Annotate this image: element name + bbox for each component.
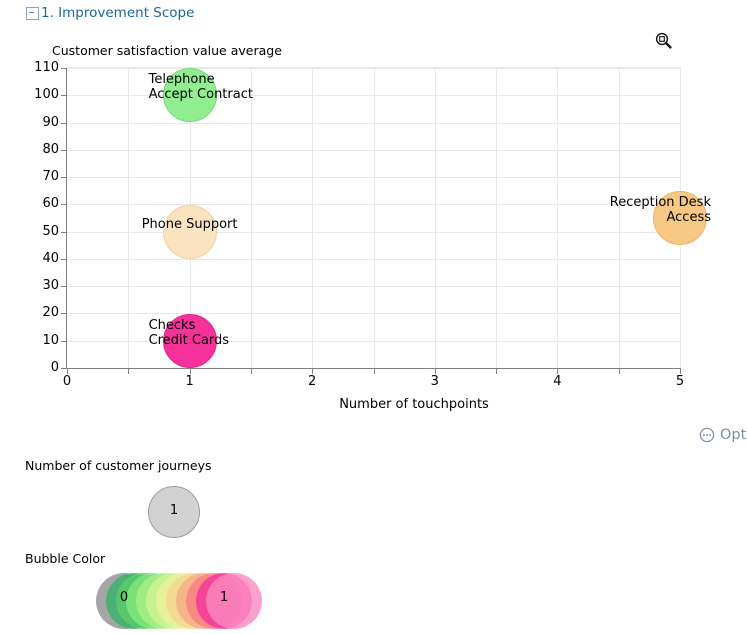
bubble-label: Phone Support xyxy=(141,216,238,232)
vertical-gridline xyxy=(250,68,252,368)
y-tick-label: 10 xyxy=(42,332,59,348)
x-axis-tick xyxy=(128,369,130,374)
bubble-label: Telephone Accept Contract xyxy=(148,72,253,103)
y-axis-tick xyxy=(61,122,66,124)
color-legend-min-label: 0 xyxy=(119,590,129,605)
y-tick-label: 30 xyxy=(42,278,59,294)
vertical-gridline xyxy=(312,68,314,368)
y-axis-tick xyxy=(61,258,66,260)
x-axis-tick xyxy=(189,369,191,374)
y-axis-tick xyxy=(61,340,66,342)
x-tick-label: 1 xyxy=(185,374,194,389)
chart-bubble[interactable] xyxy=(162,204,217,259)
y-tick-label: 40 xyxy=(42,250,59,266)
vertical-gridline xyxy=(373,68,375,368)
horizontal-gridline xyxy=(67,68,680,69)
vertical-gridline xyxy=(128,68,130,368)
x-axis-tick xyxy=(373,369,375,374)
y-axis-tick xyxy=(61,177,66,179)
ellipsis-circle-icon xyxy=(699,427,715,443)
x-axis-title: Number of touchpoints xyxy=(339,397,489,412)
chart-bubble[interactable] xyxy=(162,68,217,123)
size-legend-bubble: 1 xyxy=(148,486,200,538)
color-legend-title: Bubble Color xyxy=(25,551,106,566)
vertical-gridline xyxy=(618,68,620,368)
x-axis-tick xyxy=(67,369,68,374)
y-axis-tick xyxy=(61,368,66,369)
y-axis-tick xyxy=(61,204,66,206)
minus-glyph xyxy=(29,12,34,13)
x-axis-tick xyxy=(434,369,436,374)
chart-bubble[interactable] xyxy=(162,313,217,368)
y-tick-label: 50 xyxy=(42,223,59,239)
section-title[interactable]: 1. Improvement Scope xyxy=(41,5,195,21)
options-label: Opt xyxy=(720,427,747,443)
horizontal-gridline xyxy=(67,231,680,233)
y-tick-label: 0 xyxy=(50,360,59,375)
x-axis-tick xyxy=(250,369,252,374)
vertical-gridline xyxy=(557,68,559,368)
horizontal-gridline xyxy=(67,122,680,124)
horizontal-gridline xyxy=(67,313,680,315)
bubble-chart-plot-area: 0 1 2 3 4 5 0 10 20 30 40 50 60 70 80 90 100 110 Telephone… xyxy=(34,60,711,389)
x-axis-tick xyxy=(557,369,559,374)
bubble-label: Reception Desk Access xyxy=(609,195,711,225)
y-axis-tick xyxy=(61,286,66,288)
horizontal-gridline xyxy=(67,286,680,288)
y-axis-line xyxy=(66,68,67,369)
chart-title: Customer satisfaction value average xyxy=(52,43,282,58)
size-legend-title: Number of customer journeys xyxy=(25,458,212,473)
x-axis-tick xyxy=(680,369,681,374)
vertical-gridline xyxy=(496,68,498,368)
horizontal-gridline xyxy=(67,95,680,97)
color-legend-circle xyxy=(206,573,262,629)
y-tick-label: 100 xyxy=(34,87,59,103)
vertical-gridline xyxy=(434,68,436,368)
x-tick-label: 2 xyxy=(308,374,317,389)
options-button[interactable]: Opt xyxy=(699,427,746,443)
horizontal-gridline xyxy=(67,149,680,151)
y-tick-label: 70 xyxy=(42,169,59,185)
x-tick-label: 4 xyxy=(553,374,562,389)
x-tick-label: 3 xyxy=(430,374,439,389)
horizontal-gridline xyxy=(67,204,680,206)
y-axis-tick xyxy=(61,68,66,69)
y-axis-tick xyxy=(61,149,66,151)
size-legend-value: 1 xyxy=(169,503,179,518)
bubble-label: Checks Credit Cards xyxy=(148,317,230,348)
chart-bubble[interactable] xyxy=(653,191,707,245)
y-tick-label: 80 xyxy=(42,141,59,157)
y-tick-label: 60 xyxy=(42,196,59,212)
x-axis-tick xyxy=(618,369,620,374)
y-tick-label: 110 xyxy=(34,60,59,75)
x-tick-label: 0 xyxy=(62,374,72,389)
x-axis-line xyxy=(66,368,681,369)
y-tick-label: 90 xyxy=(42,114,59,130)
horizontal-gridline xyxy=(67,258,680,260)
y-axis-tick xyxy=(61,313,66,315)
x-axis-tick xyxy=(496,369,498,374)
y-tick-label: 20 xyxy=(42,305,59,321)
horizontal-gridline xyxy=(67,340,680,342)
collapse-section-icon[interactable] xyxy=(26,7,39,20)
zoom-icon[interactable] xyxy=(655,32,673,50)
color-legend-max-label: 1 xyxy=(219,590,229,605)
y-axis-tick xyxy=(61,231,66,233)
y-axis-tick xyxy=(61,95,66,97)
horizontal-gridline xyxy=(67,177,680,179)
x-tick-label: 5 xyxy=(675,374,685,389)
x-axis-tick xyxy=(312,369,314,374)
